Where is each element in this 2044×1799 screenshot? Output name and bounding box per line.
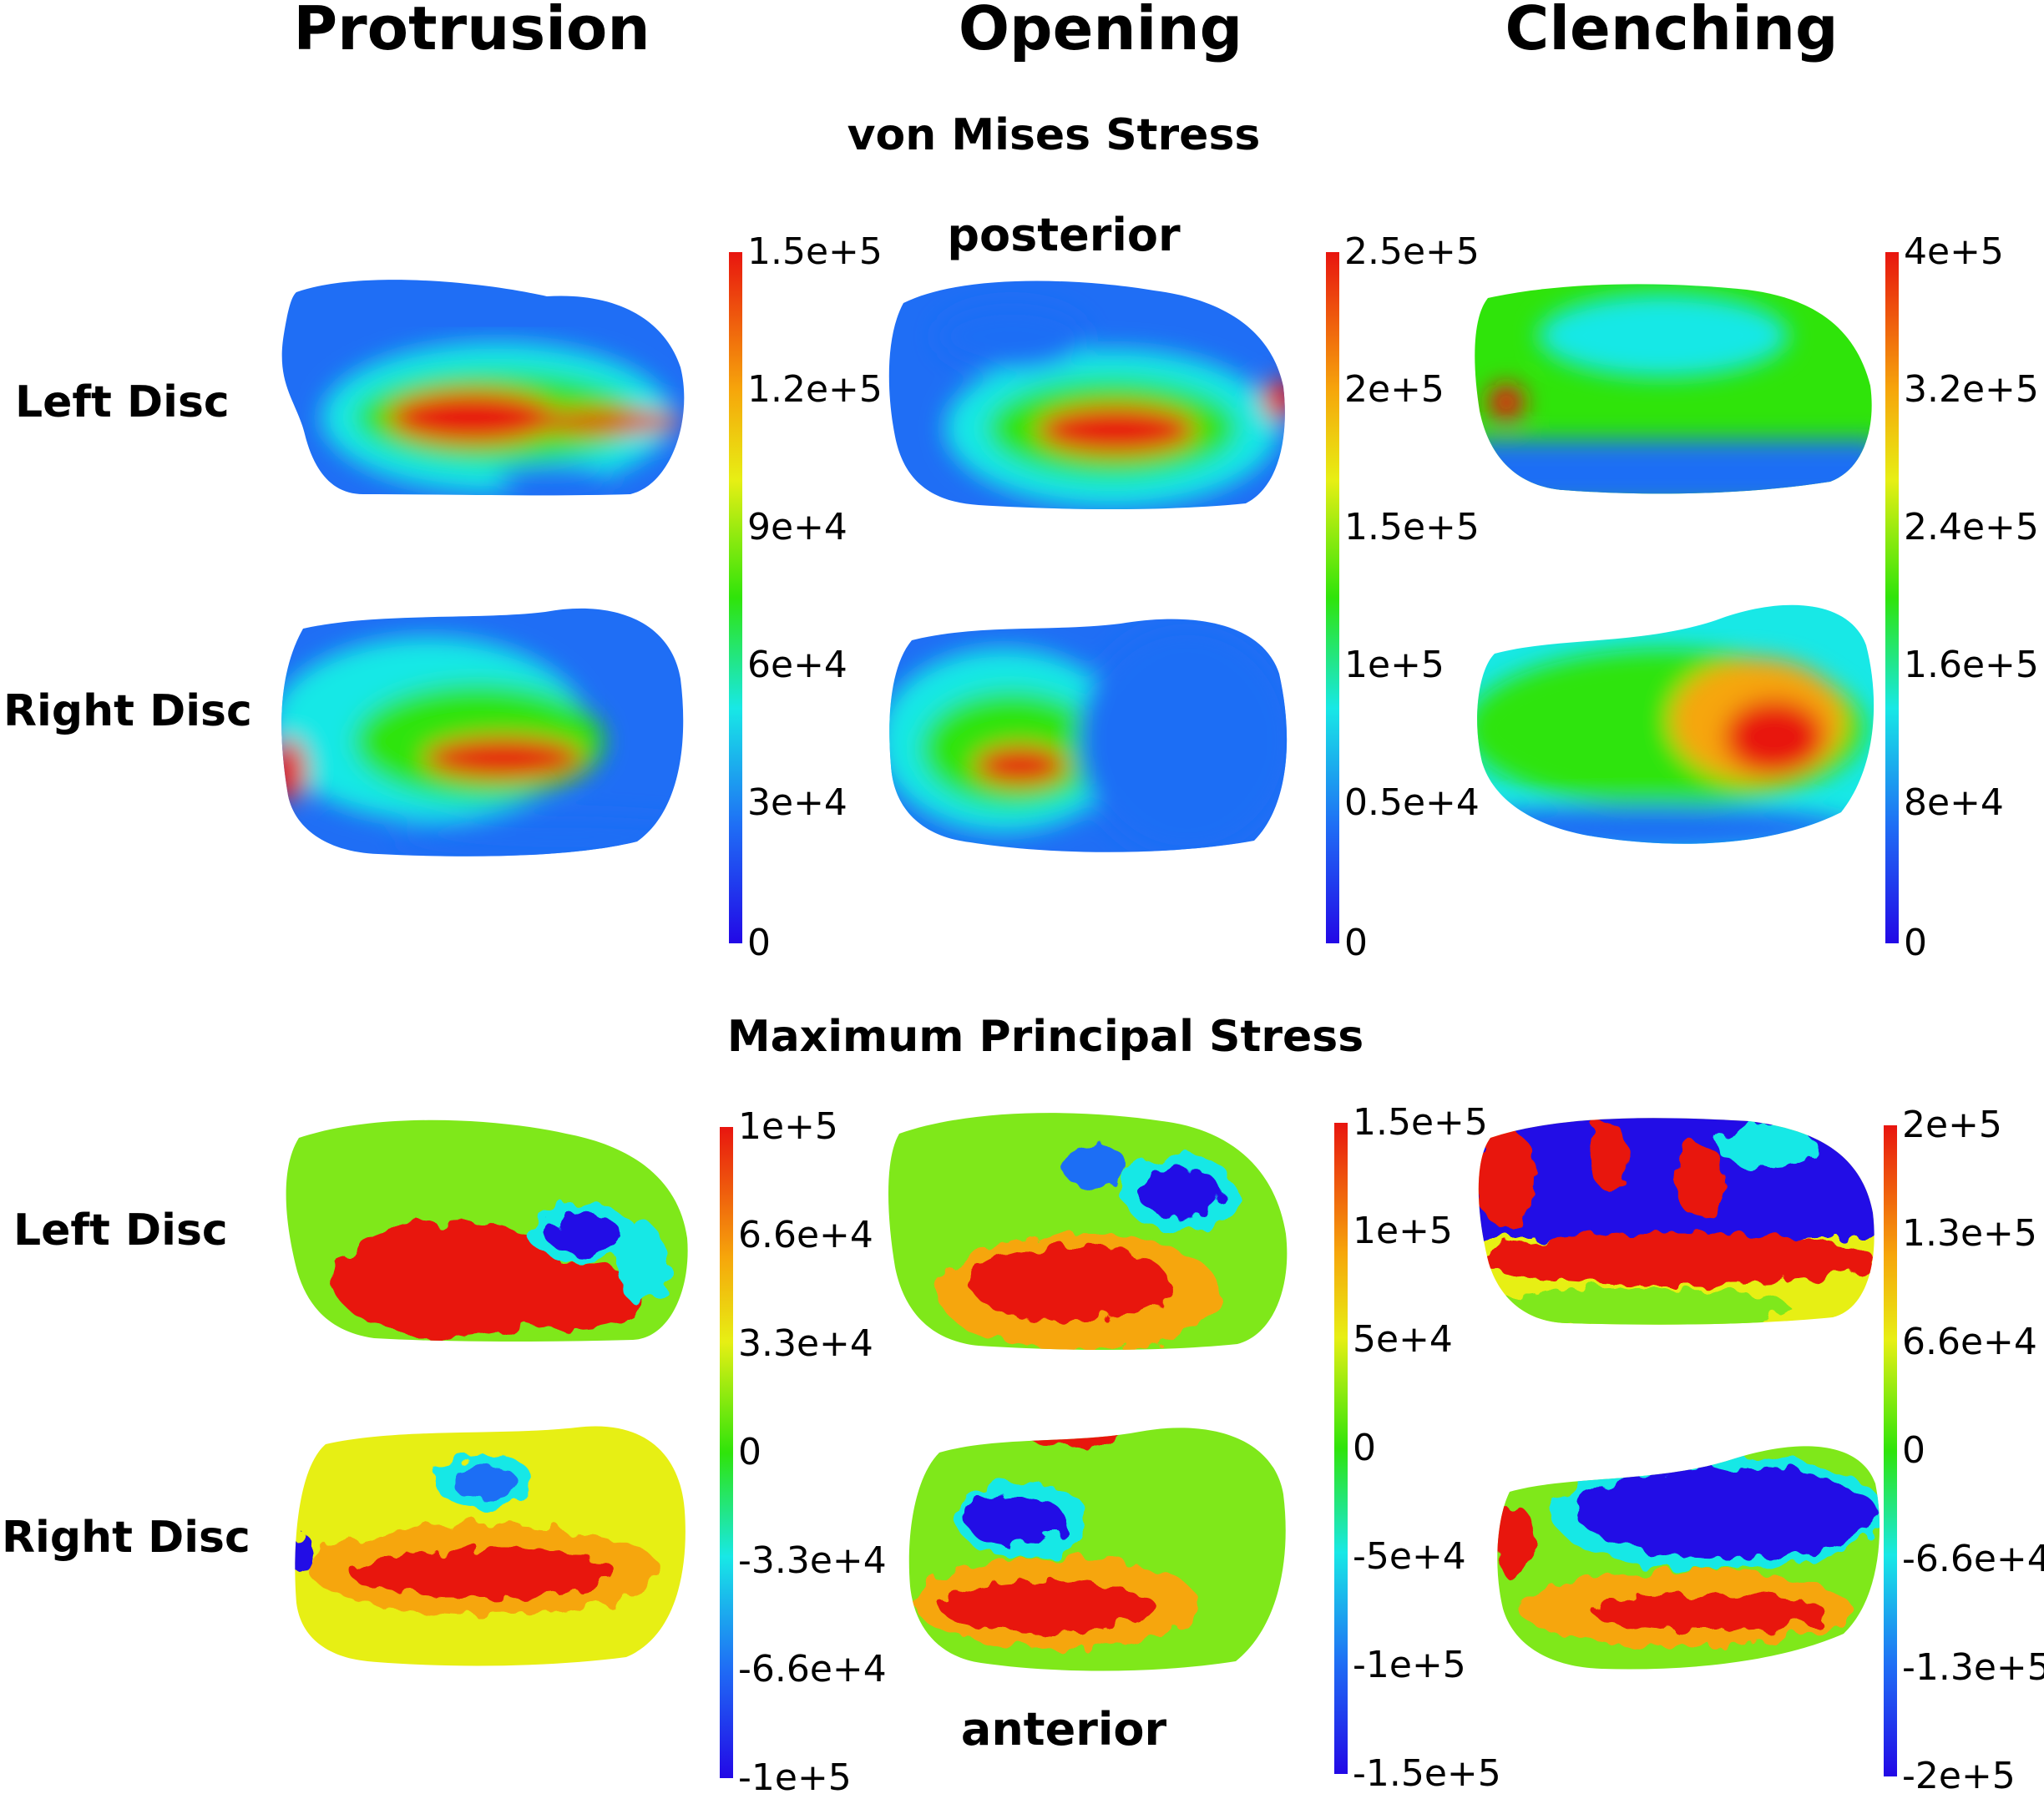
colorbar-tick: -1.5e+5: [1353, 1752, 1501, 1795]
row-label-left-disc-vm: Left Disc: [15, 377, 230, 427]
colorbar-tick: -5e+4: [1353, 1535, 1466, 1578]
colorbar-tick: 2.5e+5: [1344, 230, 1480, 273]
colorbar-gradient: [720, 1127, 733, 1778]
colorbar-tick: -6.6e+4: [1902, 1538, 2044, 1580]
colorbar-tick: 1.3e+5: [1902, 1212, 2037, 1255]
colorbar-tick: 1.5e+5: [747, 230, 883, 273]
colorbar-tick: 5e+4: [1353, 1318, 1453, 1361]
disc-mp-opening-right: [908, 1428, 1286, 1671]
colorbar-tick: 8e+4: [1904, 781, 2004, 824]
colorbar-tick: -1e+5: [738, 1756, 852, 1799]
colorbar-tick: 0.5e+4: [1344, 781, 1480, 824]
disc-vm-protrusion-left: [281, 280, 685, 496]
orientation-anterior: anterior: [960, 1703, 1167, 1756]
section-title-max-principal: Maximum Principal Stress: [726, 1012, 1364, 1062]
colorbar-tick: 0: [1353, 1427, 1376, 1469]
disc-vm-protrusion-right: [281, 608, 684, 857]
colorbar-tick: 3.3e+4: [738, 1322, 873, 1365]
colorbar-gradient: [1885, 252, 1899, 943]
disc-mp-protrusion-right: [295, 1426, 686, 1666]
colorbar-tick: 6.6e+4: [1902, 1321, 2037, 1363]
colorbar-tick: -6.6e+4: [738, 1648, 887, 1690]
column-title-clenching: Clenching: [1505, 0, 1839, 63]
colorbar-tick: 0: [1344, 922, 1368, 964]
colorbar-tick: 0: [738, 1431, 761, 1473]
row-label-left-disc-mp: Left Disc: [13, 1205, 228, 1256]
colorbar-tick: 6e+4: [747, 644, 847, 686]
colorbar-tick: 3.2e+5: [1904, 368, 2039, 411]
section-title-von-mises: von Mises Stress: [847, 110, 1261, 160]
colorbar-tick: -3.3e+4: [738, 1539, 887, 1582]
row-label-right-disc-mp: Right Disc: [2, 1513, 250, 1563]
colorbar-gradient: [1326, 252, 1339, 943]
colorbar-tick: 0: [747, 922, 771, 964]
disc-mp-opening-left: [888, 1113, 1288, 1351]
colorbar-gradient: [1334, 1123, 1348, 1774]
colorbar-tick: 1e+5: [1344, 644, 1444, 686]
column-title-opening: Opening: [958, 0, 1243, 63]
colorbar-tick: 1.2e+5: [747, 368, 883, 411]
colorbar-tick: 2e+5: [1344, 368, 1444, 411]
colorbar-tick: 9e+4: [747, 506, 847, 548]
colorbar-tick: -1.3e+5: [1902, 1646, 2044, 1689]
colorbar-tick: 4e+5: [1904, 230, 2004, 273]
row-label-right-disc-vm: Right Disc: [3, 686, 252, 736]
colorbar-gradient: [729, 252, 742, 943]
disc-vm-clenching-left: [1475, 284, 1872, 494]
colorbar-tick: 1.6e+5: [1904, 644, 2039, 686]
orientation-posterior: posterior: [947, 209, 1181, 261]
disc-vm-opening-left: [888, 280, 1285, 510]
disc-vm-opening-right: [889, 619, 1288, 852]
colorbar-tick: 2e+5: [1902, 1104, 2002, 1146]
colorbar-tick: 6.6e+4: [738, 1214, 873, 1256]
colorbar-tick: 1.5e+5: [1353, 1101, 1488, 1144]
disc-vm-clenching-right: [1477, 604, 1875, 844]
disc-mp-clenching-left: [1478, 1118, 1875, 1325]
colorbar-tick: 1e+5: [738, 1105, 838, 1148]
colorbar-tick: 3e+4: [747, 781, 847, 824]
colorbar-tick: -1e+5: [1353, 1644, 1466, 1686]
colorbar-tick: 1e+5: [1353, 1210, 1453, 1252]
colorbar-tick: 0: [1902, 1429, 1925, 1472]
disc-mp-clenching-right: [1497, 1446, 1880, 1670]
colorbar-tick: 1.5e+5: [1344, 506, 1480, 548]
colorbar-tick: -2e+5: [1902, 1755, 2016, 1797]
colorbar-gradient: [1884, 1125, 1897, 1776]
column-title-protrusion: Protrusion: [293, 0, 650, 63]
disc-mp-protrusion-left: [286, 1119, 688, 1342]
colorbar-tick: 0: [1904, 922, 1927, 964]
colorbar-tick: 2.4e+5: [1904, 506, 2039, 548]
